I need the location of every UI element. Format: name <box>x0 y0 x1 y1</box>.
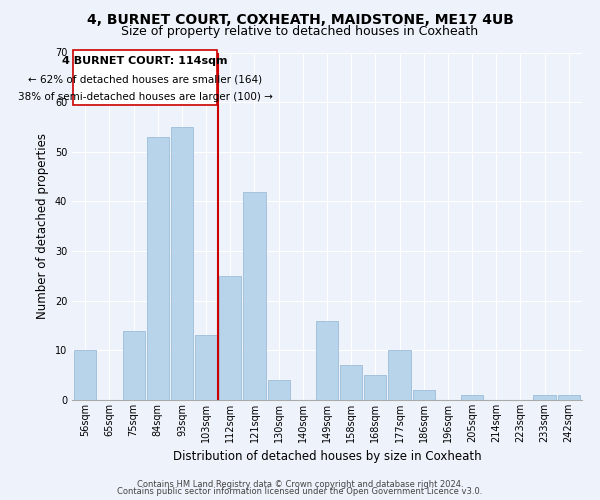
Bar <box>146 137 169 400</box>
Text: 38% of semi-detached houses are larger (100) →: 38% of semi-detached houses are larger (… <box>17 92 272 102</box>
Text: 4 BURNET COURT: 114sqm: 4 BURNET COURT: 114sqm <box>62 56 228 66</box>
Bar <box>219 276 241 400</box>
Bar <box>316 320 338 400</box>
Text: ← 62% of detached houses are smaller (164): ← 62% of detached houses are smaller (16… <box>28 75 262 85</box>
Bar <box>122 330 145 400</box>
Bar <box>557 395 580 400</box>
FancyBboxPatch shape <box>73 50 217 104</box>
Text: Size of property relative to detached houses in Coxheath: Size of property relative to detached ho… <box>121 25 479 38</box>
Text: Contains HM Land Registry data © Crown copyright and database right 2024.: Contains HM Land Registry data © Crown c… <box>137 480 463 489</box>
Bar <box>268 380 290 400</box>
Bar <box>244 192 266 400</box>
Bar <box>364 375 386 400</box>
Text: 4, BURNET COURT, COXHEATH, MAIDSTONE, ME17 4UB: 4, BURNET COURT, COXHEATH, MAIDSTONE, ME… <box>86 12 514 26</box>
Bar <box>171 127 193 400</box>
Bar <box>533 395 556 400</box>
X-axis label: Distribution of detached houses by size in Coxheath: Distribution of detached houses by size … <box>173 450 481 464</box>
Bar <box>340 365 362 400</box>
Text: Contains public sector information licensed under the Open Government Licence v3: Contains public sector information licen… <box>118 487 482 496</box>
Bar <box>74 350 97 400</box>
Bar <box>195 336 217 400</box>
Bar <box>388 350 410 400</box>
Y-axis label: Number of detached properties: Number of detached properties <box>36 133 49 320</box>
Bar <box>413 390 435 400</box>
Bar <box>461 395 483 400</box>
